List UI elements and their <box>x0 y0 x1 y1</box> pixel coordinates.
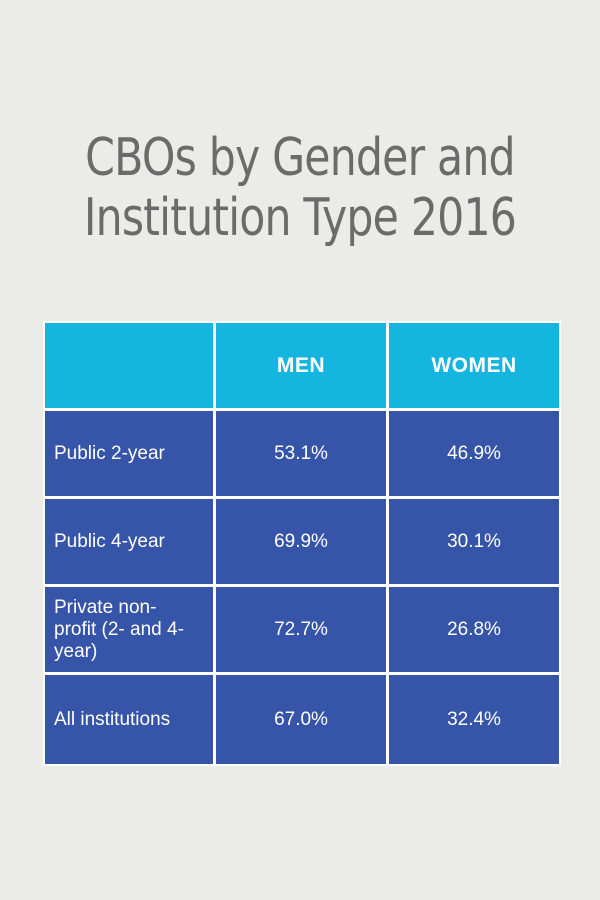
row-value-men-public-4-year: 69.9% <box>216 499 386 584</box>
chart-title: CBOs by Gender and Institution Type 2016 <box>54 128 546 248</box>
row-value-men-private-non-profit: 72.7% <box>216 587 386 672</box>
row-value-women-public-4-year: 30.1% <box>389 499 559 584</box>
row-value-women-all-institutions: 32.4% <box>389 675 559 764</box>
header-corner-cell <box>45 323 213 408</box>
header-women-cell: WOMEN <box>389 323 559 408</box>
row-value-men-all-institutions: 67.0% <box>216 675 386 764</box>
header-men-cell: MEN <box>216 323 386 408</box>
row-label-public-4-year: Public 4-year <box>45 499 213 584</box>
data-table: MEN WOMEN Public 2-year 53.1% 46.9% Publ… <box>43 321 561 766</box>
row-value-women-public-2-year: 46.9% <box>389 411 559 496</box>
chart-title-line-2: Institution Type 2016 <box>83 188 517 248</box>
chart-title-line-1: CBOs by Gender and <box>85 128 515 188</box>
row-value-men-public-2-year: 53.1% <box>216 411 386 496</box>
row-value-women-private-non-profit: 26.8% <box>389 587 559 672</box>
row-label-all-institutions: All institutions <box>45 675 213 764</box>
row-label-public-2-year: Public 2-year <box>45 411 213 496</box>
row-label-private-non-profit: Private non-profit (2- and 4-year) <box>45 587 213 672</box>
